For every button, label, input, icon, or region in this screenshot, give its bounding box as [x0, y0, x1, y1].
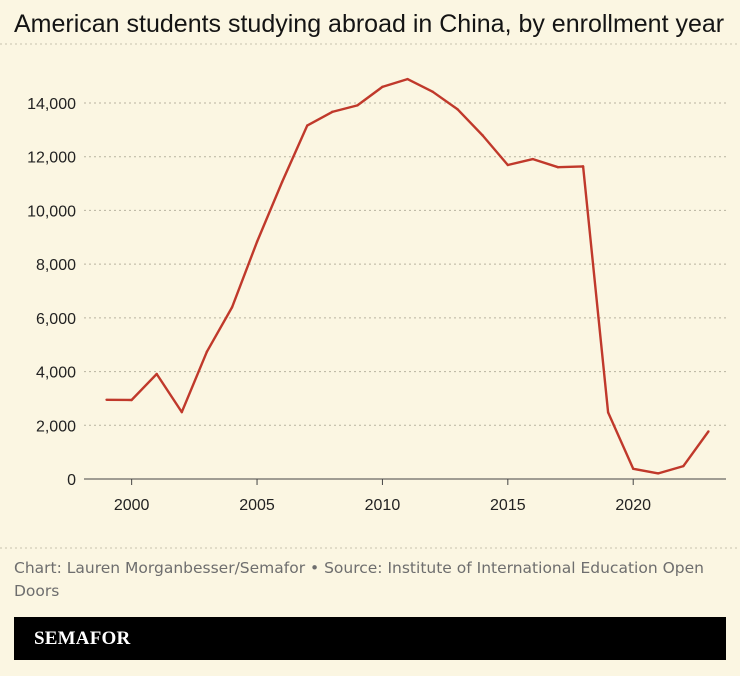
x-tick-label: 2005: [239, 497, 275, 514]
data-point: [581, 165, 585, 168]
data-point: [180, 410, 184, 414]
data-point: [280, 180, 284, 184]
data-points: [105, 77, 710, 475]
data-point: [682, 464, 685, 468]
brand-bar: SEMAFOR: [14, 617, 726, 660]
y-tick-label: 0: [67, 472, 76, 489]
line-chart: 02,0004,0006,0008,00010,00012,00014,000 …: [0, 43, 740, 549]
data-point: [606, 411, 610, 414]
data-point: [331, 110, 334, 114]
y-tick-label: 10,000: [27, 203, 76, 220]
data-point: [456, 108, 459, 111]
data-point: [632, 467, 635, 470]
y-tick-label: 4,000: [36, 365, 76, 382]
data-point: [130, 398, 133, 402]
data-point: [431, 90, 434, 93]
series-line: [106, 77, 710, 475]
data-point: [556, 165, 560, 169]
x-tick-label: 2010: [365, 497, 401, 514]
data-point: [531, 157, 535, 161]
data-point: [481, 134, 484, 137]
x-tick-label: 2015: [490, 497, 526, 514]
semafor-logo: SEMAFOR: [34, 628, 131, 649]
data-point: [707, 430, 710, 433]
data-point: [155, 372, 158, 376]
y-tick-label: 14,000: [27, 96, 76, 113]
x-axis-ticks: 2000 2005 2010 2015 2020: [114, 479, 651, 514]
y-tick-label: 2,000: [36, 418, 76, 435]
y-tick-label: 6,000: [36, 311, 76, 328]
data-point: [356, 104, 359, 107]
data-point: [506, 163, 510, 167]
x-tick-label: 2020: [615, 497, 651, 514]
data-point: [205, 350, 209, 353]
data-point: [381, 85, 384, 89]
data-point: [406, 77, 409, 81]
y-tick-label: 12,000: [27, 150, 76, 167]
data-point: [305, 124, 309, 127]
y-axis-ticks: 0 2,000 4,000 6,000 8,000 10,000 12,000 14,000: [27, 96, 76, 489]
data-point: [230, 306, 234, 309]
data-point: [105, 398, 108, 401]
x-tick-label: 2000: [114, 497, 150, 514]
data-point: [657, 472, 660, 475]
gridlines: [84, 102, 726, 480]
data-point: [255, 240, 259, 244]
chart-title: American students studying abroad in Chi…: [14, 10, 725, 38]
y-tick-label: 8,000: [36, 257, 76, 274]
chart-caption: Chart: Lauren Morganbesser/Semafor • Sou…: [14, 559, 704, 600]
